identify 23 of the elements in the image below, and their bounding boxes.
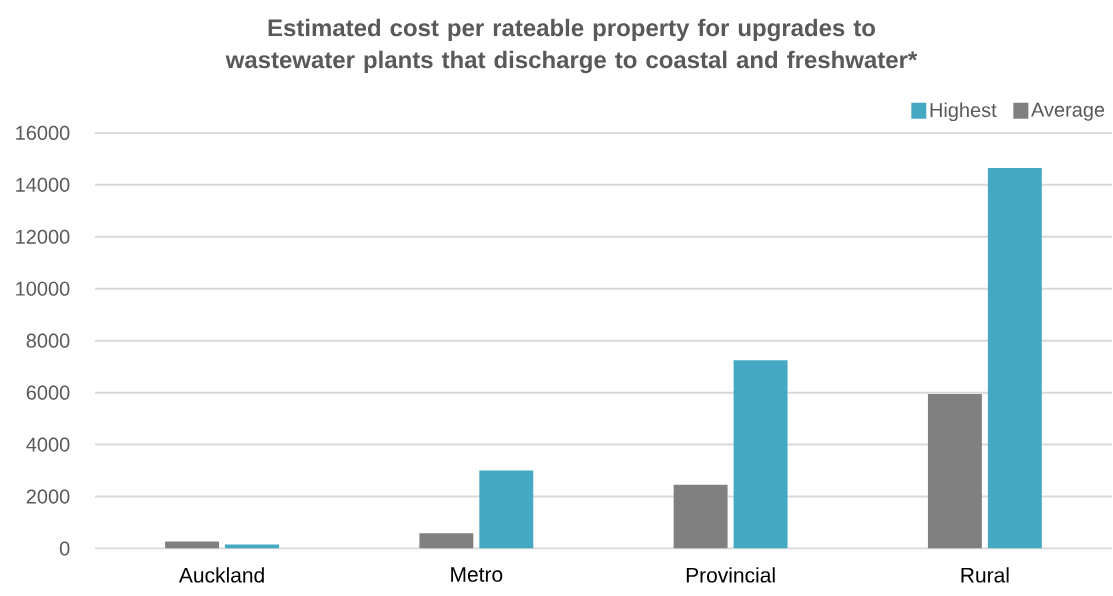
bar — [165, 541, 220, 549]
y-tick-label: 10000 — [16, 281, 70, 296]
y-tick-label: 16000 — [16, 125, 70, 140]
bar — [419, 532, 474, 549]
bar — [927, 393, 982, 549]
x-tick-label: Metro — [451, 566, 503, 582]
y-tick-label: 12000 — [16, 229, 70, 244]
y-tick-label: 2000 — [26, 489, 70, 504]
y-tick-label: 14000 — [16, 177, 70, 192]
bar — [987, 167, 1042, 549]
x-tick-label: Rural — [961, 566, 1009, 583]
legend-label: Highest — [930, 102, 997, 121]
legend-label: Average — [1031, 102, 1105, 121]
bar — [673, 484, 728, 549]
y-tick-label: 0 — [59, 541, 70, 556]
x-tick-label: Auckland — [178, 566, 264, 583]
y-tick-label: 6000 — [26, 385, 70, 400]
x-tick-label: Provincial — [686, 566, 775, 583]
y-tick-label: 4000 — [26, 437, 70, 452]
chart-title: Estimated cost per rateable property for upgrades to wastewater plants that discharge to coastal and freshwater* — [225, 18, 918, 73]
bar — [479, 470, 534, 549]
bar — [733, 359, 788, 549]
y-tick-label: 8000 — [26, 333, 70, 348]
